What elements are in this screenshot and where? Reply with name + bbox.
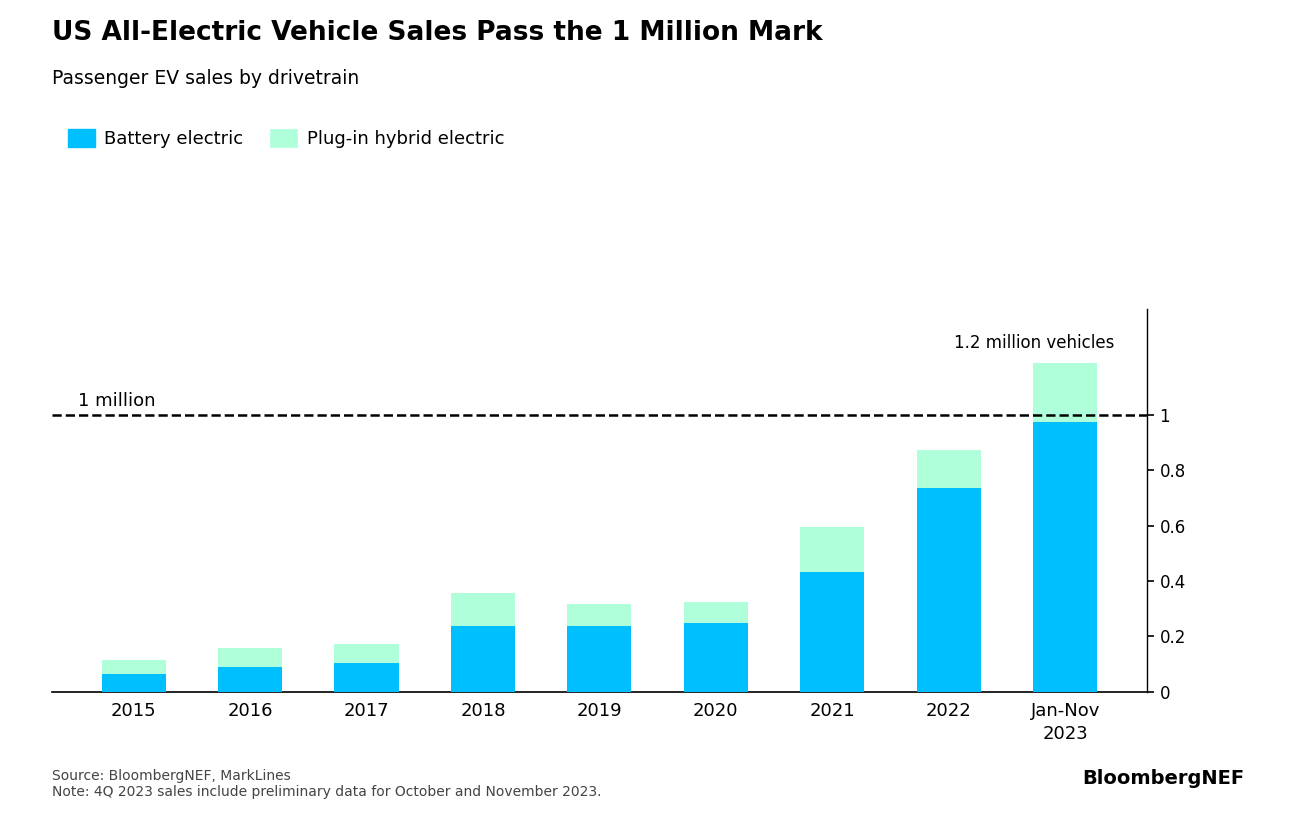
- Bar: [101, 674, 166, 692]
- Bar: [568, 626, 631, 692]
- Bar: [451, 626, 515, 692]
- Bar: [218, 667, 283, 692]
- Text: 1.2 million vehicles: 1.2 million vehicles: [954, 335, 1115, 352]
- Text: BloombergNEF: BloombergNEF: [1082, 769, 1244, 788]
- Bar: [568, 604, 631, 626]
- Bar: [451, 593, 515, 626]
- Bar: [916, 450, 981, 488]
- Bar: [800, 572, 864, 692]
- Bar: [1033, 422, 1098, 692]
- Legend: Battery electric, Plug-in hybrid electric: Battery electric, Plug-in hybrid electri…: [61, 121, 511, 155]
- Bar: [684, 624, 748, 692]
- Text: US All-Electric Vehicle Sales Pass the 1 Million Mark: US All-Electric Vehicle Sales Pass the 1…: [52, 20, 823, 46]
- Text: Passenger EV sales by drivetrain: Passenger EV sales by drivetrain: [52, 69, 359, 88]
- Bar: [218, 649, 283, 667]
- Bar: [916, 488, 981, 692]
- Text: 1 million: 1 million: [78, 392, 156, 409]
- Text: Source: BloombergNEF, MarkLines
Note: 4Q 2023 sales include preliminary data for: Source: BloombergNEF, MarkLines Note: 4Q…: [52, 769, 601, 799]
- Bar: [334, 663, 399, 692]
- Bar: [1033, 363, 1098, 422]
- Bar: [800, 527, 864, 572]
- Bar: [684, 602, 748, 624]
- Bar: [101, 660, 166, 674]
- Bar: [334, 644, 399, 663]
